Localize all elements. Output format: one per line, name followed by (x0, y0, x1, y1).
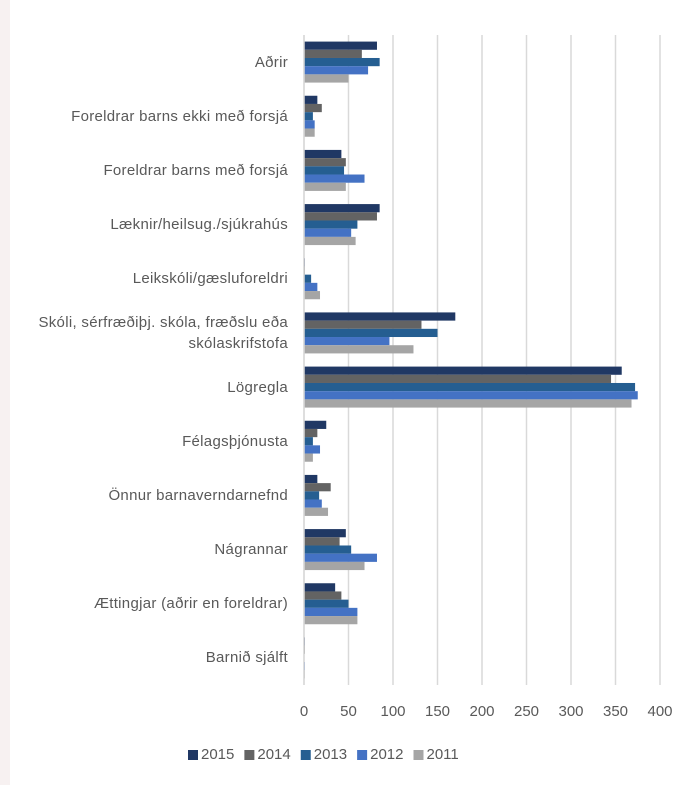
bar (304, 437, 313, 446)
bar (304, 599, 349, 608)
legend-swatch (188, 750, 198, 760)
bar (304, 474, 318, 484)
bar (304, 374, 612, 383)
bar (304, 174, 365, 183)
bar (304, 128, 315, 137)
bar (304, 74, 349, 83)
x-tick-label: 300 (558, 703, 583, 720)
bar (304, 391, 638, 400)
y-tick-label: Skóli, sérfræðiþj. skóla, fræðslu eða sk… (38, 313, 288, 352)
background-strip (0, 0, 10, 785)
x-tick-label: 150 (425, 703, 450, 720)
legend-swatch (413, 750, 424, 760)
bar (304, 428, 318, 438)
bar (304, 483, 331, 492)
bar (304, 49, 362, 58)
y-tick-label: Aðrir (254, 53, 288, 71)
y-tick-label: Önnur barnaverndarnefnd (108, 486, 288, 504)
bar (304, 291, 321, 300)
bar (304, 149, 342, 159)
bar (304, 282, 318, 292)
bar (304, 553, 377, 562)
bar (304, 583, 336, 592)
legend-label: 2015 (201, 746, 234, 763)
bar (304, 491, 320, 500)
bar (304, 312, 456, 321)
bar (304, 57, 380, 67)
bar (304, 445, 321, 454)
bar (304, 158, 346, 167)
legend-swatch (357, 750, 368, 760)
x-tick-label: 350 (603, 703, 628, 720)
bar (304, 607, 358, 617)
bar (304, 228, 352, 237)
y-tick-label: Leikskóli/gæsluforeldri (132, 270, 288, 288)
legend-label: 2011 (427, 746, 459, 763)
y-tick-label: Lögregla (227, 378, 288, 396)
bar (304, 66, 369, 75)
bar (304, 41, 377, 50)
legend-swatch (300, 750, 311, 760)
bar (304, 366, 622, 375)
bar (304, 182, 346, 191)
bar (304, 453, 313, 462)
bar (304, 399, 632, 408)
x-tick-label: 100 (380, 703, 405, 720)
bar (304, 236, 356, 246)
y-tick-label: Foreldrar barns ekki með forsjá (71, 107, 288, 125)
y-tick-label: Foreldrar barns með forsjá (103, 161, 288, 179)
bar (304, 212, 377, 221)
bar (304, 274, 312, 283)
bar (304, 537, 340, 546)
bar (304, 529, 346, 538)
y-tick-label: Læknir/heilsug./sjúkrahús (110, 216, 288, 234)
legend-label: 2014 (257, 746, 290, 763)
y-tick-label: Nágrannar (214, 541, 288, 559)
bar (304, 545, 352, 554)
x-tick-label: 50 (340, 703, 357, 720)
bar (304, 204, 380, 213)
x-tick-label: 250 (514, 703, 539, 720)
bar (304, 382, 636, 392)
bar (304, 616, 358, 625)
legend-swatch (244, 750, 255, 760)
bar (304, 112, 313, 121)
bar (304, 337, 390, 346)
bar (304, 591, 342, 600)
y-tick-label: Félagsþjónusta (182, 432, 288, 450)
y-tick-label: Ættingjar (aðrir en foreldrar) (93, 595, 288, 613)
bar (304, 220, 358, 229)
x-tick-label: 400 (647, 703, 672, 720)
bar (304, 345, 414, 354)
bar (304, 103, 322, 113)
x-tick-label: 0 (300, 703, 308, 720)
bar (304, 166, 345, 175)
bar (304, 507, 329, 516)
bar (304, 120, 315, 129)
bar (304, 499, 322, 508)
bar (304, 561, 365, 571)
y-tick-label: Barnið sjálft (205, 649, 288, 667)
legend-label: 2012 (370, 746, 403, 763)
legend-label: 2013 (314, 746, 347, 763)
bar (304, 95, 318, 104)
x-tick-label: 200 (469, 703, 494, 720)
bar (304, 420, 327, 429)
bar (304, 328, 438, 338)
bar (304, 320, 422, 329)
